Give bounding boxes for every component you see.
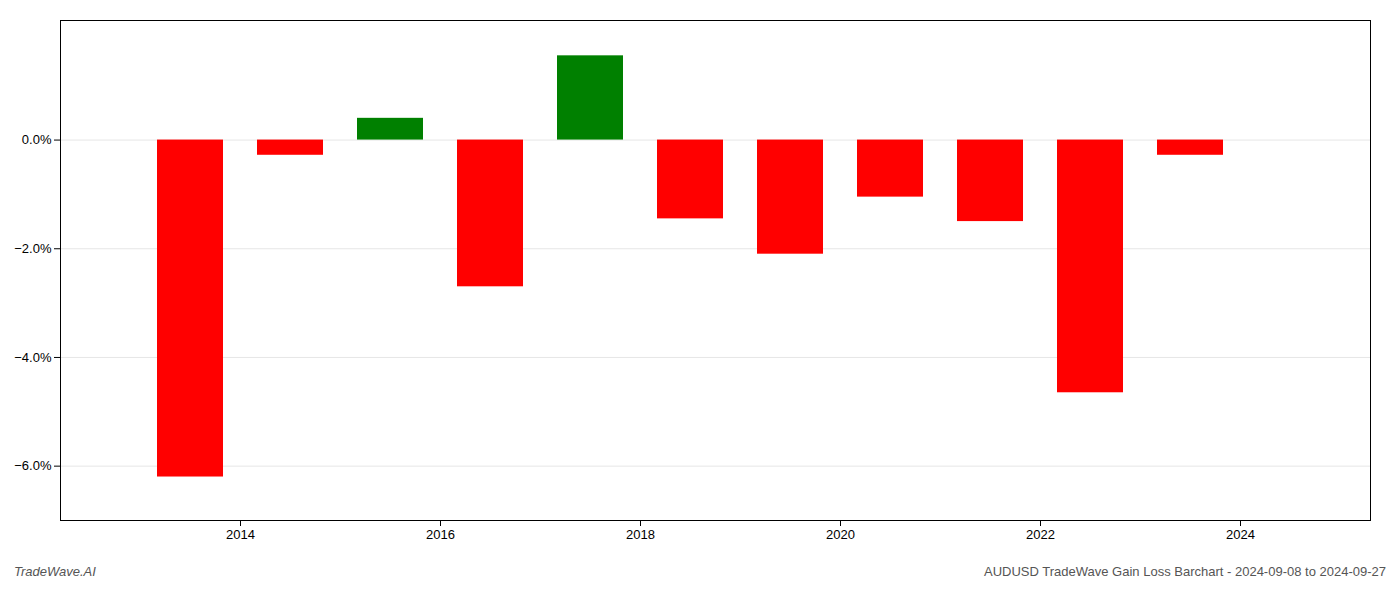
svg-text:2018: 2018 — [626, 527, 655, 542]
svg-text:2016: 2016 — [426, 527, 455, 542]
svg-text:−4.0%: −4.0% — [14, 350, 52, 365]
svg-text:−6.0%: −6.0% — [14, 458, 52, 473]
svg-text:−2.0%: −2.0% — [14, 241, 52, 256]
svg-text:2024: 2024 — [1226, 527, 1255, 542]
html-text:AUDUSD TradeWave Gain Loss Bar: AUDUSD TradeWave Gain Loss Barchart - 20… — [984, 564, 1386, 579]
svg-text:2014: 2014 — [226, 527, 255, 542]
html-text:TradeWave.AI: TradeWave.AI — [14, 564, 96, 579]
svg-text:2020: 2020 — [826, 527, 855, 542]
svg-text:2022: 2022 — [1026, 527, 1055, 542]
svg-text:0.0%: 0.0% — [22, 132, 52, 147]
